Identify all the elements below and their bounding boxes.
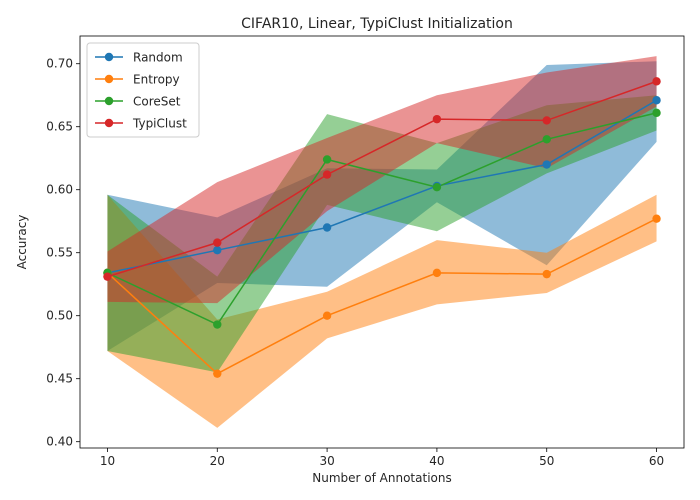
band-typiclust <box>107 56 657 304</box>
line-coreset <box>107 112 657 326</box>
point-coreset <box>432 182 442 192</box>
y-tick-label: 0.40 <box>46 435 73 449</box>
legend-label-coreset: CoreSet <box>133 95 181 109</box>
point-random <box>213 245 222 255</box>
point-typiclust <box>652 77 661 86</box>
x-axis-ticks: 10 20 30 40 50 60 <box>100 448 664 468</box>
series-points <box>103 77 661 378</box>
y-tick-label: 0.50 <box>46 309 73 323</box>
y-tick-label: 0.70 <box>46 57 73 71</box>
y-axis-label: Accuracy <box>15 215 29 270</box>
y-tick-label: 0.65 <box>46 120 73 134</box>
y-tick-label: 0.45 <box>46 372 73 386</box>
point-entropy <box>432 268 442 278</box>
legend-marker-random <box>104 52 114 62</box>
x-tick-label: 40 <box>429 454 444 468</box>
legend-label-random: Random <box>133 51 183 65</box>
point-random <box>322 223 332 232</box>
series-lines <box>106 80 657 375</box>
legend-marker-entropy <box>104 74 114 84</box>
point-coreset <box>322 155 332 164</box>
point-coreset <box>213 320 222 329</box>
x-tick-label: 20 <box>210 454 225 468</box>
point-coreset <box>652 108 661 118</box>
legend-box <box>86 42 200 138</box>
x-tick-label: 50 <box>539 454 554 468</box>
point-typiclust <box>103 272 112 281</box>
point-entropy <box>213 369 222 378</box>
chart-title: CIFAR10, Linear, TypiClust Initializatio… <box>241 16 513 32</box>
plot-frame <box>79 35 685 449</box>
line-typiclust <box>107 80 657 278</box>
legend-marker-typiclust <box>104 118 114 128</box>
x-axis-label: Number of Annotations <box>312 471 451 485</box>
point-entropy <box>322 311 332 320</box>
band-entropy <box>107 194 657 428</box>
point-random <box>542 160 551 169</box>
legend-marker-coreset <box>104 96 114 106</box>
point-random <box>652 96 661 105</box>
legend: Random Entropy CoreSet TypiClust <box>86 42 200 138</box>
y-tick-label: 0.55 <box>46 246 73 260</box>
band-coreset <box>107 95 657 373</box>
x-tick-label: 30 <box>319 454 334 468</box>
line-random <box>107 99 657 274</box>
point-typiclust <box>542 116 551 125</box>
x-tick-label: 60 <box>649 454 664 468</box>
point-entropy <box>652 214 661 223</box>
y-axis-ticks: 0.40 0.45 0.50 0.55 0.60 0.65 0.70 <box>46 57 80 449</box>
x-tick-label: 10 <box>100 454 115 468</box>
legend-label-entropy: Entropy <box>133 73 180 87</box>
point-entropy <box>542 269 551 279</box>
point-typiclust <box>322 170 332 179</box>
legend-label-typiclust: TypiClust <box>132 117 187 131</box>
y-tick-label: 0.60 <box>46 183 73 197</box>
point-typiclust <box>213 238 222 247</box>
point-typiclust <box>432 114 442 124</box>
point-coreset <box>542 135 551 144</box>
line-entropy <box>106 218 657 375</box>
